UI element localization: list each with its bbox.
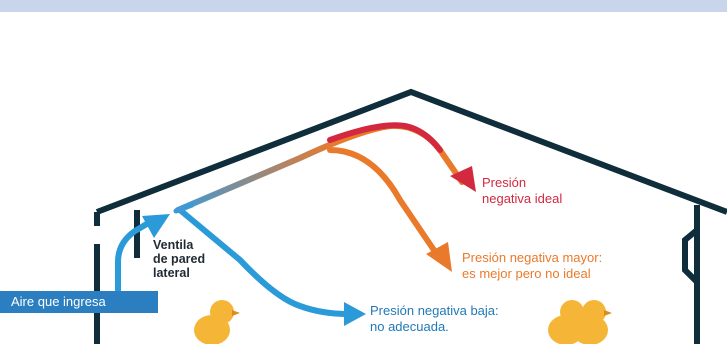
low-pressure-label: Presión negativa baja: no adecuada. (370, 303, 499, 334)
chick-icon (572, 300, 612, 344)
airflow-ideal-arrow (175, 122, 476, 213)
higher-pressure-label: Presión negativa mayor: es mejor pero no… (462, 250, 603, 281)
right-vent-flap (682, 227, 700, 285)
barn-roof (95, 88, 727, 215)
top-band (0, 0, 727, 12)
incoming-air-badge: Aire que ingresa (0, 291, 158, 313)
incoming-air-arrow (115, 214, 170, 303)
chick-icon (194, 300, 240, 344)
ideal-pressure-label: Presión negativa ideal (482, 175, 563, 206)
inlet-vent-label: Ventila de pared lateral (153, 238, 206, 280)
airflow-higher-arrow (327, 147, 452, 272)
airflow-low-arrow (177, 207, 366, 326)
inlet-vent-lip (173, 202, 195, 214)
